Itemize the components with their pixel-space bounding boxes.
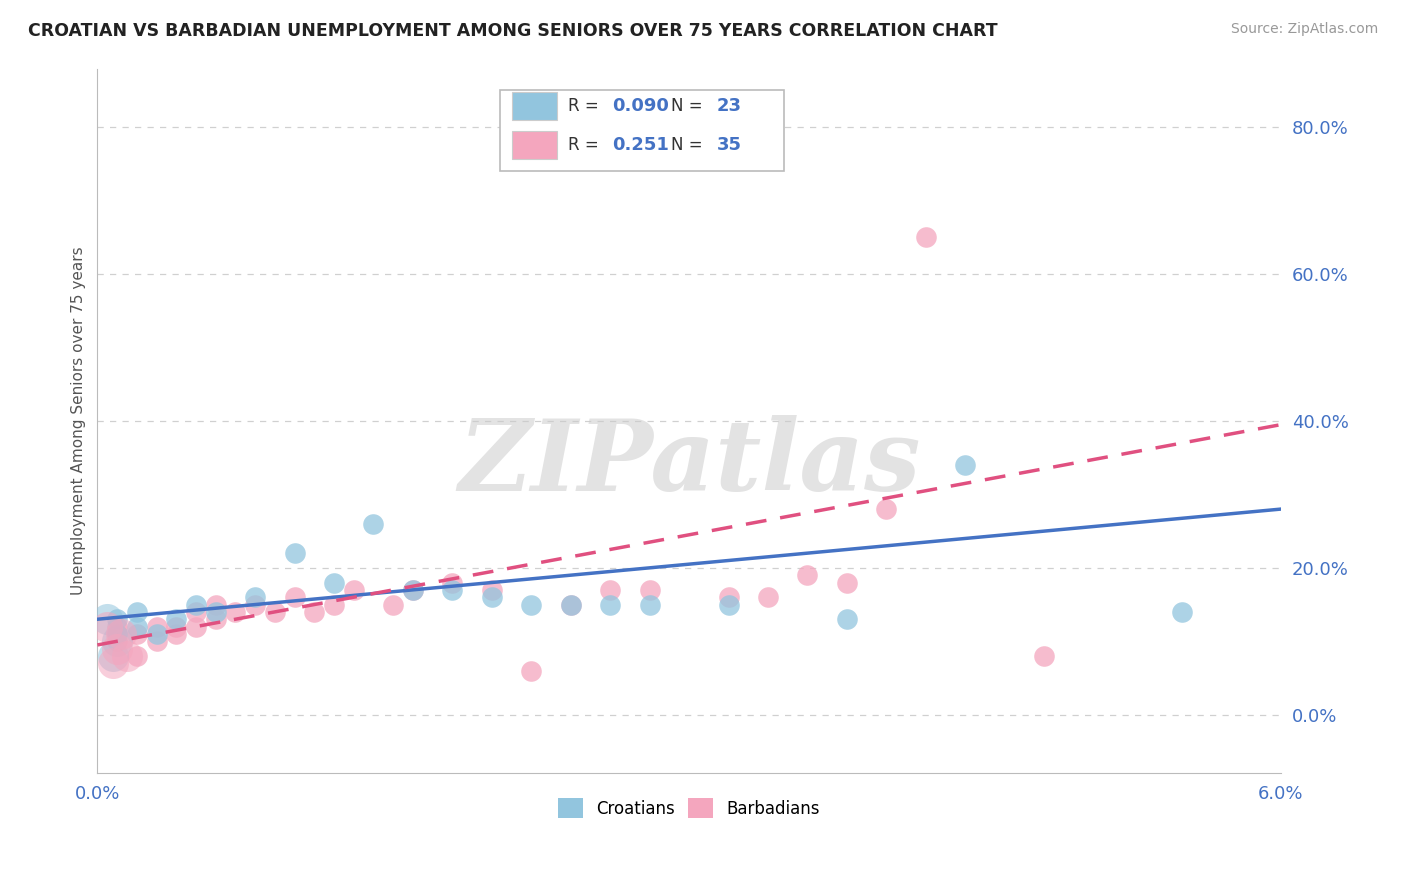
Point <box>145 627 167 641</box>
Point <box>520 664 543 678</box>
Point <box>105 641 128 656</box>
Point <box>105 619 128 633</box>
Point <box>441 582 464 597</box>
Point <box>224 605 246 619</box>
Point <box>481 582 503 597</box>
Point <box>599 582 621 597</box>
Point <box>835 575 858 590</box>
Point <box>955 458 977 472</box>
Point <box>1033 648 1056 663</box>
Point <box>323 575 346 590</box>
Legend: Croatians, Barbadians: Croatians, Barbadians <box>551 791 827 825</box>
Y-axis label: Unemployment Among Seniors over 75 years: Unemployment Among Seniors over 75 years <box>72 247 86 595</box>
Point <box>165 612 187 626</box>
Point <box>184 605 207 619</box>
Text: 0.251: 0.251 <box>612 136 669 153</box>
Point <box>115 648 138 663</box>
Point <box>204 605 226 619</box>
Point <box>101 657 124 671</box>
Point <box>914 230 936 244</box>
Point <box>323 598 346 612</box>
Point <box>717 598 740 612</box>
Point <box>105 627 128 641</box>
Point <box>165 627 187 641</box>
Point <box>243 591 266 605</box>
Point <box>184 598 207 612</box>
Text: 0.090: 0.090 <box>612 97 669 115</box>
Text: N =: N = <box>671 136 709 153</box>
Point <box>243 598 266 612</box>
Point <box>184 619 207 633</box>
Point <box>105 634 128 648</box>
Text: ZIPatlas: ZIPatlas <box>458 415 921 511</box>
Point <box>481 591 503 605</box>
Point <box>165 619 187 633</box>
Point <box>145 634 167 648</box>
FancyBboxPatch shape <box>499 90 783 170</box>
Point <box>264 605 287 619</box>
Point <box>638 582 661 597</box>
Point <box>343 582 366 597</box>
Point <box>756 591 779 605</box>
Point <box>284 591 307 605</box>
Point <box>204 598 226 612</box>
Text: CROATIAN VS BARBADIAN UNEMPLOYMENT AMONG SENIORS OVER 75 YEARS CORRELATION CHART: CROATIAN VS BARBADIAN UNEMPLOYMENT AMONG… <box>28 22 998 40</box>
Point <box>110 627 132 641</box>
Text: 23: 23 <box>716 97 741 115</box>
Point <box>402 582 425 597</box>
Point <box>145 619 167 633</box>
Point <box>96 612 118 626</box>
Point <box>382 598 405 612</box>
Point <box>284 546 307 560</box>
Text: N =: N = <box>671 97 709 115</box>
Text: R =: R = <box>568 136 605 153</box>
FancyBboxPatch shape <box>512 130 557 159</box>
Point <box>599 598 621 612</box>
Text: 35: 35 <box>716 136 741 153</box>
FancyBboxPatch shape <box>512 92 557 120</box>
Point <box>717 591 740 605</box>
Point <box>125 627 148 641</box>
Point <box>304 605 326 619</box>
Point <box>363 516 385 531</box>
Point <box>875 502 897 516</box>
Point <box>835 612 858 626</box>
Point <box>520 598 543 612</box>
Point <box>101 648 124 663</box>
Text: Source: ZipAtlas.com: Source: ZipAtlas.com <box>1230 22 1378 37</box>
Point <box>796 568 818 582</box>
Point <box>105 627 128 641</box>
Point <box>125 619 148 633</box>
Point <box>560 598 582 612</box>
Point <box>638 598 661 612</box>
Point <box>1171 605 1194 619</box>
Point <box>560 598 582 612</box>
Point <box>96 619 118 633</box>
Point <box>402 582 425 597</box>
Text: R =: R = <box>568 97 605 115</box>
Point <box>204 612 226 626</box>
Point <box>105 634 128 648</box>
Point <box>125 648 148 663</box>
Point <box>441 575 464 590</box>
Point <box>105 612 128 626</box>
Point <box>125 605 148 619</box>
